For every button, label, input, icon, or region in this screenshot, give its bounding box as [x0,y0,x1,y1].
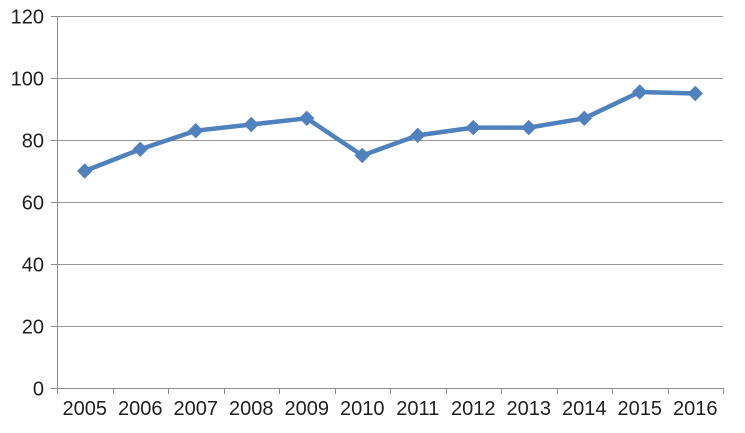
data-point-marker-2016 [687,85,703,102]
x-axis-tick-label: 2005 [63,398,108,420]
y-axis-tick-label: 0 [33,379,44,401]
data-point-marker-2015 [632,84,648,100]
data-point-marker-2011 [410,127,426,144]
y-axis-tick-label: 80 [22,131,44,153]
x-axis-tick-label: 2012 [451,398,496,420]
x-axis-tick-label: 2006 [118,398,163,420]
y-axis-tick-label: 60 [22,193,44,215]
x-axis-tick-label: 2009 [285,398,330,420]
data-point-marker-2006 [132,141,148,158]
data-point-marker-2013 [521,119,537,136]
x-axis-tick-label: 2010 [340,398,385,420]
x-axis-tick-label: 2016 [673,398,718,420]
y-axis-tick-label: 100 [11,69,44,91]
data-point-marker-2010 [354,147,370,164]
x-axis-tick-label: 2013 [507,398,552,420]
x-axis-tick-label: 2015 [618,398,663,420]
data-point-marker-2014 [576,110,592,127]
x-axis-tick-label: 2014 [562,398,607,420]
data-point-marker-2012 [465,119,481,136]
y-axis-tick-label: 40 [22,255,44,277]
data-point-marker-2009 [299,110,315,127]
y-axis-tick-label: 20 [22,317,44,339]
x-axis-tick-label: 2007 [174,398,219,420]
data-point-marker-2007 [188,122,204,139]
data-series-line [82,89,698,174]
y-axis-tick-label: 120 [11,7,44,29]
x-axis-tick-label: 2008 [229,398,274,420]
x-axis-tick-label: 2011 [396,398,439,420]
data-point-marker-2005 [77,163,93,179]
data-point-marker-2008 [243,116,259,133]
